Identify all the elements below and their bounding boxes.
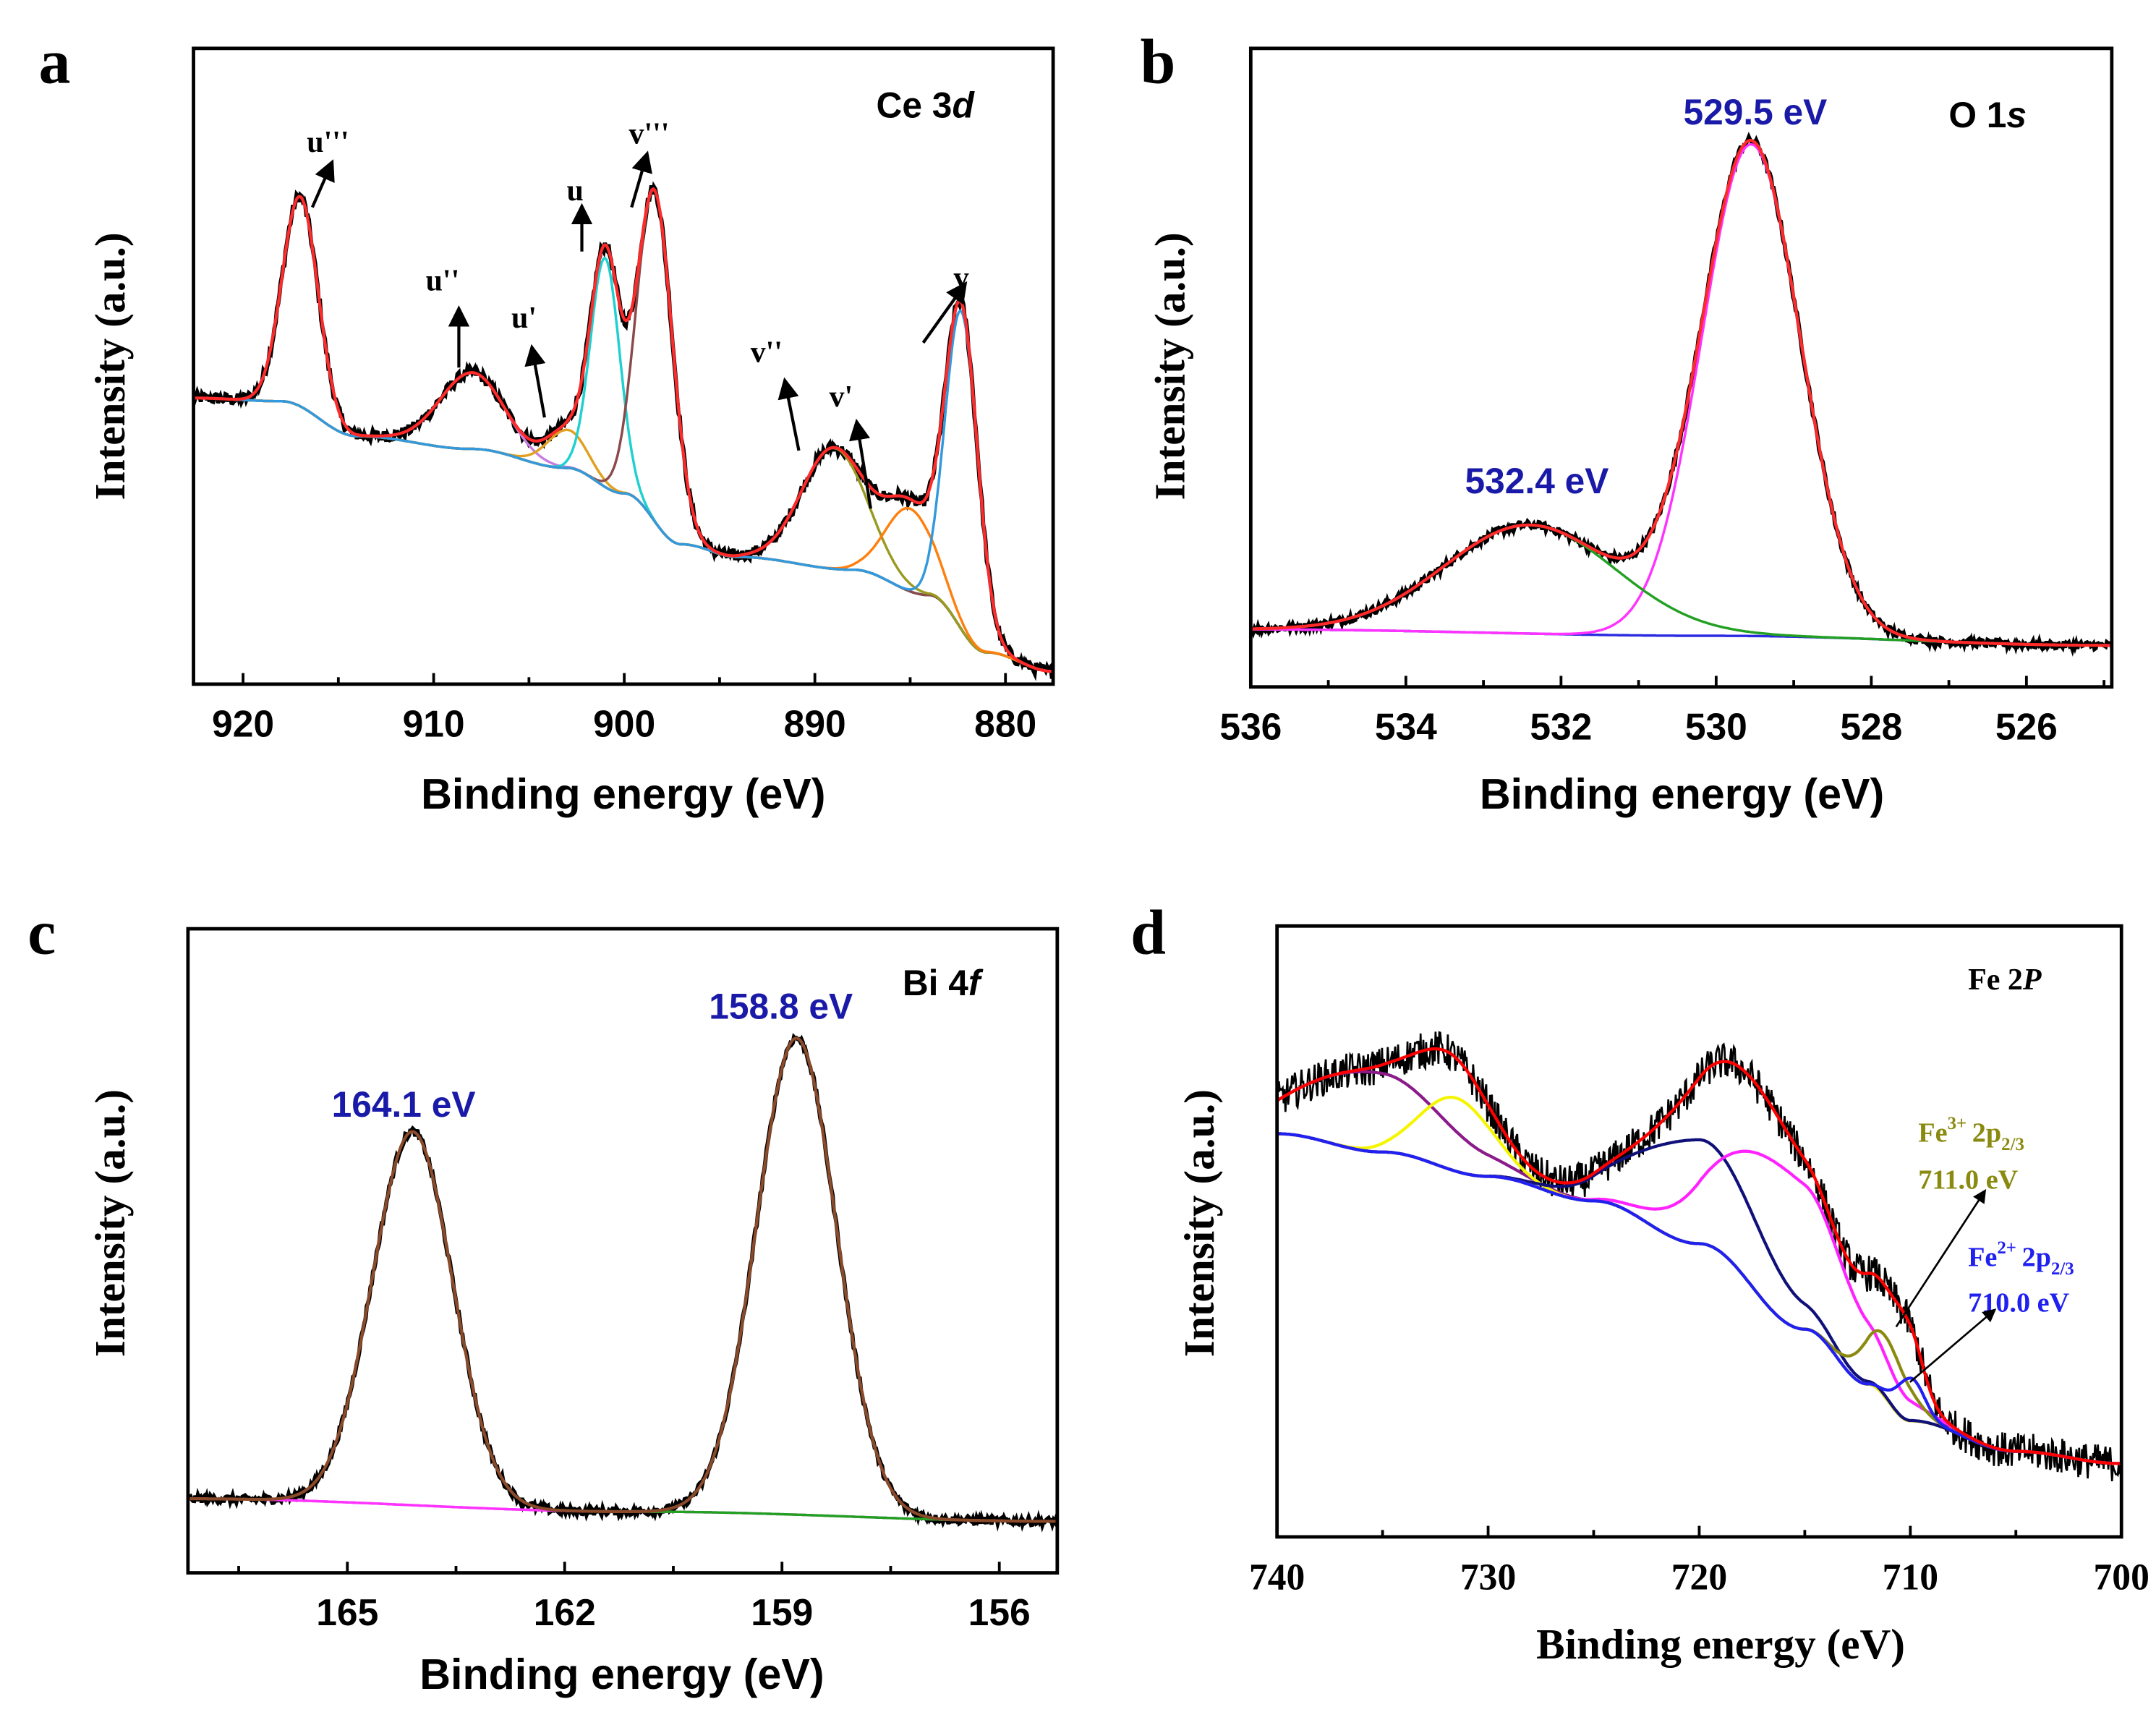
- arrow-icon: [1895, 1189, 1987, 1328]
- peak-label-u1: u': [511, 302, 537, 335]
- plot-frame: [186, 927, 1060, 1575]
- component-line-1: [187, 1036, 1057, 1523]
- panel-a-ce3d-plot: 920 910 900 890 880: [192, 46, 1055, 744]
- arrow-icon: [921, 281, 968, 344]
- envelope-fit-line: [1250, 139, 2112, 647]
- peak-label-u3: u''': [307, 126, 349, 159]
- x-tick-label: 532: [1530, 705, 1592, 747]
- plot-frame: [1248, 46, 2114, 689]
- background-line: [193, 396, 1054, 673]
- plot-area: [193, 181, 1054, 681]
- plot-area: [1250, 132, 2112, 657]
- component-line-1: [1277, 1095, 2122, 1465]
- arrow-icon: [630, 150, 652, 208]
- x-tick-label: 700: [2094, 1557, 2149, 1598]
- x-tick-label: 534: [1375, 705, 1437, 747]
- raw-spectrum-line: [187, 1033, 1057, 1533]
- x-tick-label: 536: [1219, 705, 1282, 747]
- panel-d-fe2p-plot: 740 730 720 710 700: [1249, 924, 2149, 1598]
- fe2-label: Fe2+ 2p2/3: [1968, 1238, 2074, 1279]
- peak-label-164.1: 164.1 eV: [332, 1084, 476, 1125]
- x-tick-label: 530: [1685, 705, 1747, 747]
- x-tick-label: 156: [968, 1591, 1031, 1633]
- component-line-2: [193, 396, 1054, 673]
- peak-label-v2: v'': [751, 336, 783, 370]
- x-tick-label: 920: [212, 702, 274, 744]
- panel-c-title: Bi 4f: [903, 963, 984, 1003]
- component-line-0: [193, 195, 1054, 673]
- panel-letter-b: b: [1140, 27, 1175, 98]
- panel-b-o1s-plot: 536 534 532 530 528 526: [1219, 46, 2114, 747]
- panel-b-xlabel: Binding energy (eV): [1480, 770, 1884, 818]
- x-tick-label: 720: [1671, 1557, 1727, 1598]
- panel-letter-c: c: [27, 898, 56, 968]
- peak-label-158.8: 158.8 eV: [709, 986, 853, 1026]
- component-line-4: [193, 188, 1054, 673]
- component-line-0: [187, 1130, 1057, 1523]
- fe2-energy: 710.0 eV: [1968, 1287, 2069, 1318]
- x-tick-label: 900: [593, 702, 655, 744]
- panel-a-xlabel: Binding energy (eV): [421, 770, 825, 818]
- x-tick-label: 880: [974, 702, 1036, 744]
- component-line-1: [1250, 524, 2112, 647]
- panel-d-ylabel: Intensity (a.u.): [1175, 1089, 1223, 1357]
- x-tick-label: 710: [1883, 1557, 1938, 1598]
- component-line-7: [193, 309, 1054, 673]
- component-line-6: [193, 396, 1054, 673]
- envelope-fit-line: [187, 1036, 1057, 1523]
- panel-d-xlabel: Binding energy (eV): [1536, 1620, 1905, 1668]
- envelope-fit-line: [193, 187, 1054, 673]
- panel-c-bi4f-plot: 165 162 159 156: [186, 927, 1060, 1633]
- peak-label-u2: u'': [426, 264, 460, 297]
- arrow-icon: [310, 159, 335, 208]
- raw-spectrum-line: [1250, 132, 2112, 657]
- peak-label-v3: v''': [629, 118, 669, 151]
- envelope-fit-line: [1277, 1047, 2122, 1465]
- panel-c-ylabel: Intensity (a.u.): [86, 1089, 134, 1357]
- x-tick-label: 730: [1460, 1557, 1516, 1598]
- x-tick-label: 910: [403, 702, 465, 744]
- component-line-0: [1250, 142, 2112, 647]
- arrow-icon: [524, 344, 546, 418]
- x-tick-label: 890: [784, 702, 846, 744]
- peak-label-u: u: [566, 174, 583, 208]
- panel-a-peak-labels: u''' u'' u' u v''' v'' v' v: [307, 118, 969, 414]
- fe3-label: Fe3+ 2p2/3: [1918, 1114, 2024, 1154]
- peak-label-v1: v': [830, 380, 853, 414]
- panel-a-title: Ce 3d: [877, 85, 976, 125]
- arrow-icon: [848, 418, 872, 509]
- peak-label-532.4: 532.4 eV: [1465, 461, 1609, 501]
- x-tick-label: 162: [534, 1591, 596, 1633]
- panel-d-title: Fe 2P: [1968, 963, 2042, 997]
- panel-b-title: O 1s: [1948, 95, 2027, 135]
- x-tick-label: 165: [316, 1591, 378, 1633]
- panel-b-ylabel: Intensity (a.u.): [1146, 232, 1194, 500]
- arrow-icon: [777, 377, 801, 451]
- panel-letter-d: d: [1130, 898, 1166, 968]
- plot-area: [187, 1033, 1057, 1533]
- panel-c-xlabel: Binding energy (eV): [419, 1650, 824, 1698]
- raw-spectrum-line: [1277, 1031, 2122, 1481]
- panel-a-ylabel: Intensity (a.u.): [86, 232, 134, 500]
- peak-label-529.5: 529.5 eV: [1683, 92, 1827, 132]
- component-line-5: [193, 396, 1054, 673]
- plot-area: [1277, 1031, 2122, 1481]
- plot-frame: [1275, 924, 2123, 1539]
- x-tick-label: 526: [1995, 705, 2058, 747]
- x-tick-label: 159: [751, 1591, 813, 1633]
- x-tick-label: 740: [1249, 1557, 1305, 1598]
- panel-d-arrows: [1895, 1189, 1997, 1383]
- x-tick-label: 528: [1840, 705, 1902, 747]
- panel-a-arrows: [310, 150, 968, 509]
- panel-letter-a: a: [39, 27, 71, 98]
- arrow-icon: [1909, 1308, 1997, 1383]
- fe3-energy: 711.0 eV: [1918, 1164, 2018, 1195]
